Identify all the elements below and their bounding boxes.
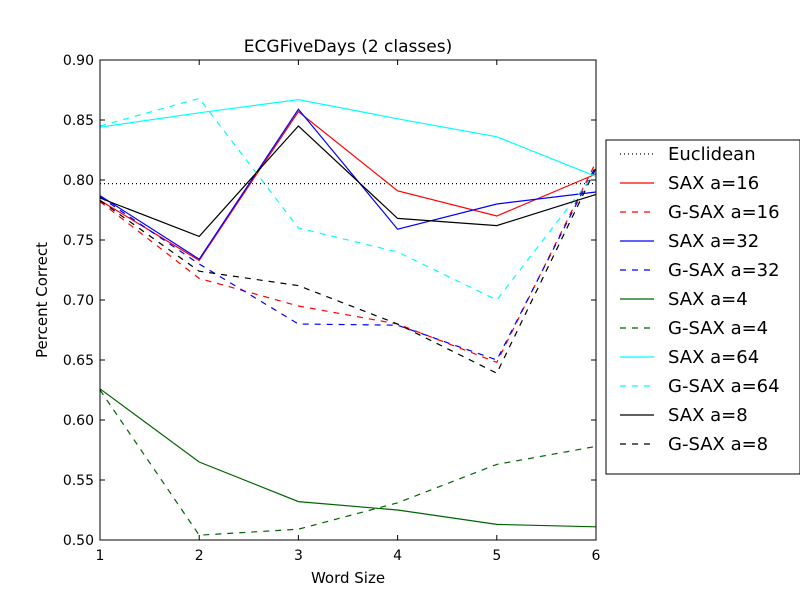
legend-label: G-SAX a=8 [668, 434, 768, 455]
series-line-1 [99, 110, 597, 262]
series-layer [99, 97, 597, 536]
y-tick-label: 0.60 [63, 413, 94, 429]
series-line-6 [99, 389, 597, 536]
series-line-10 [99, 167, 597, 375]
chart-title: ECGFiveDays (2 classes) [244, 37, 452, 57]
legend-label: Euclidean [668, 144, 756, 165]
legend-label: SAX a=32 [668, 231, 759, 252]
y-tick-label: 0.55 [63, 473, 94, 489]
legend-label: SAX a=4 [668, 289, 748, 310]
y-tick-label: 0.65 [63, 353, 94, 369]
legend-label: SAX a=16 [668, 173, 759, 194]
ticks-layer: 1 2 3 4 5 6 0.50 0.55 0.60 0.65 0.70 0.75 0.80 0.85 0.… [63, 53, 601, 564]
x-tick-label: 5 [492, 548, 501, 564]
series-line-9 [99, 125, 597, 238]
x-tick-label: 2 [195, 548, 204, 564]
x-axis-label: Word Size [311, 569, 385, 587]
series-line-2 [99, 161, 597, 364]
legend-label: SAX a=64 [668, 347, 759, 368]
series-line-5 [99, 388, 597, 528]
legend-label: SAX a=8 [668, 405, 748, 426]
legend-label: G-SAX a=32 [668, 260, 780, 281]
legend-label: G-SAX a=16 [668, 202, 780, 223]
x-tick-label: 3 [294, 548, 303, 564]
x-tick-label: 6 [592, 548, 601, 564]
x-tick-label: 1 [96, 548, 105, 564]
series-line-4 [99, 165, 597, 361]
legend-label: G-SAX a=4 [668, 318, 768, 339]
y-tick-label: 0.50 [63, 533, 94, 549]
series-line-3 [99, 108, 597, 261]
series-line-8 [99, 97, 597, 301]
y-tick-label: 0.75 [63, 233, 94, 249]
y-tick-label: 0.85 [63, 113, 94, 129]
legend: Euclidean SAX a=16 G-SAX a=16 SAX a=32 G-SAX… [605, 139, 800, 475]
legend-frame [605, 139, 800, 475]
y-tick-label: 0.70 [63, 293, 94, 309]
plot-frame [99, 59, 597, 541]
y-tick-label: 0.90 [63, 53, 94, 69]
x-tick-label: 4 [393, 548, 402, 564]
legend-label: G-SAX a=64 [668, 376, 780, 397]
y-axis-label: Percent Correct [33, 242, 51, 358]
y-tick-label: 0.80 [63, 173, 94, 189]
series-line-7 [99, 98, 597, 177]
